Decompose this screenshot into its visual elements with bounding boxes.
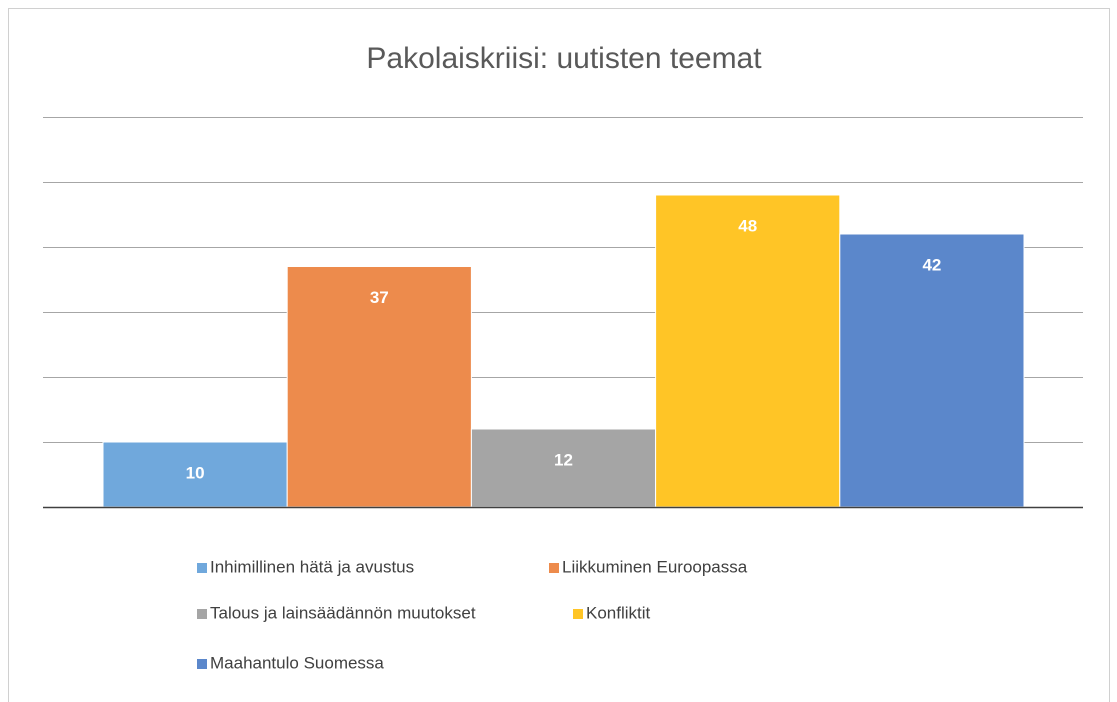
- legend-swatch: [573, 609, 583, 619]
- legend-swatch: [197, 563, 207, 573]
- legend-swatch: [197, 609, 207, 619]
- data-label: 48: [738, 216, 757, 235]
- data-label: 10: [186, 463, 205, 482]
- bar: [655, 194, 841, 508]
- legend-label: Maahantulo Suomessa: [210, 653, 384, 672]
- bar: [102, 441, 288, 508]
- legend-label: Liikkuminen Euroopassa: [562, 557, 748, 576]
- data-label: 12: [554, 450, 573, 469]
- chart-title: Pakolaiskriisi: uutisten teemat: [366, 42, 762, 75]
- bar: [470, 428, 657, 508]
- legend-swatch: [197, 659, 207, 669]
- bar: [839, 233, 1025, 508]
- data-label: 37: [370, 288, 389, 307]
- legend-label: Talous ja lainsäädännön muutokset: [210, 603, 476, 622]
- legend-label: Inhimillinen hätä ja avustus: [210, 557, 414, 576]
- bar: [286, 266, 472, 508]
- data-label: 42: [922, 255, 941, 274]
- legend-label: Konfliktit: [586, 603, 651, 622]
- legend-swatch: [549, 563, 559, 573]
